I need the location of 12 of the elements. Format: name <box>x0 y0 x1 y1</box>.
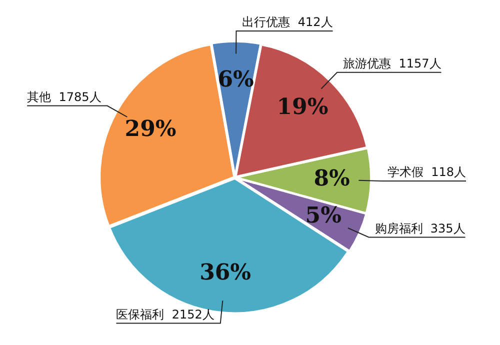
data-label: 36% <box>200 260 252 286</box>
slice-label: 旅游优惠 1157人 <box>343 56 442 71</box>
slice-label: 其他 1785人 <box>27 90 102 104</box>
data-label: 5% <box>305 202 342 229</box>
data-label: 19% <box>276 94 328 120</box>
data-label: 6% <box>218 66 254 92</box>
slice-label: 购房福利 335人 <box>374 221 466 236</box>
data-label: 8% <box>314 166 350 192</box>
slice-label: 学术假 118人 <box>387 165 466 180</box>
data-label: 29% <box>124 116 176 142</box>
slice-label: 出行优惠 412人 <box>242 15 333 30</box>
slice-label: 医保福利 2152人 <box>116 307 214 322</box>
